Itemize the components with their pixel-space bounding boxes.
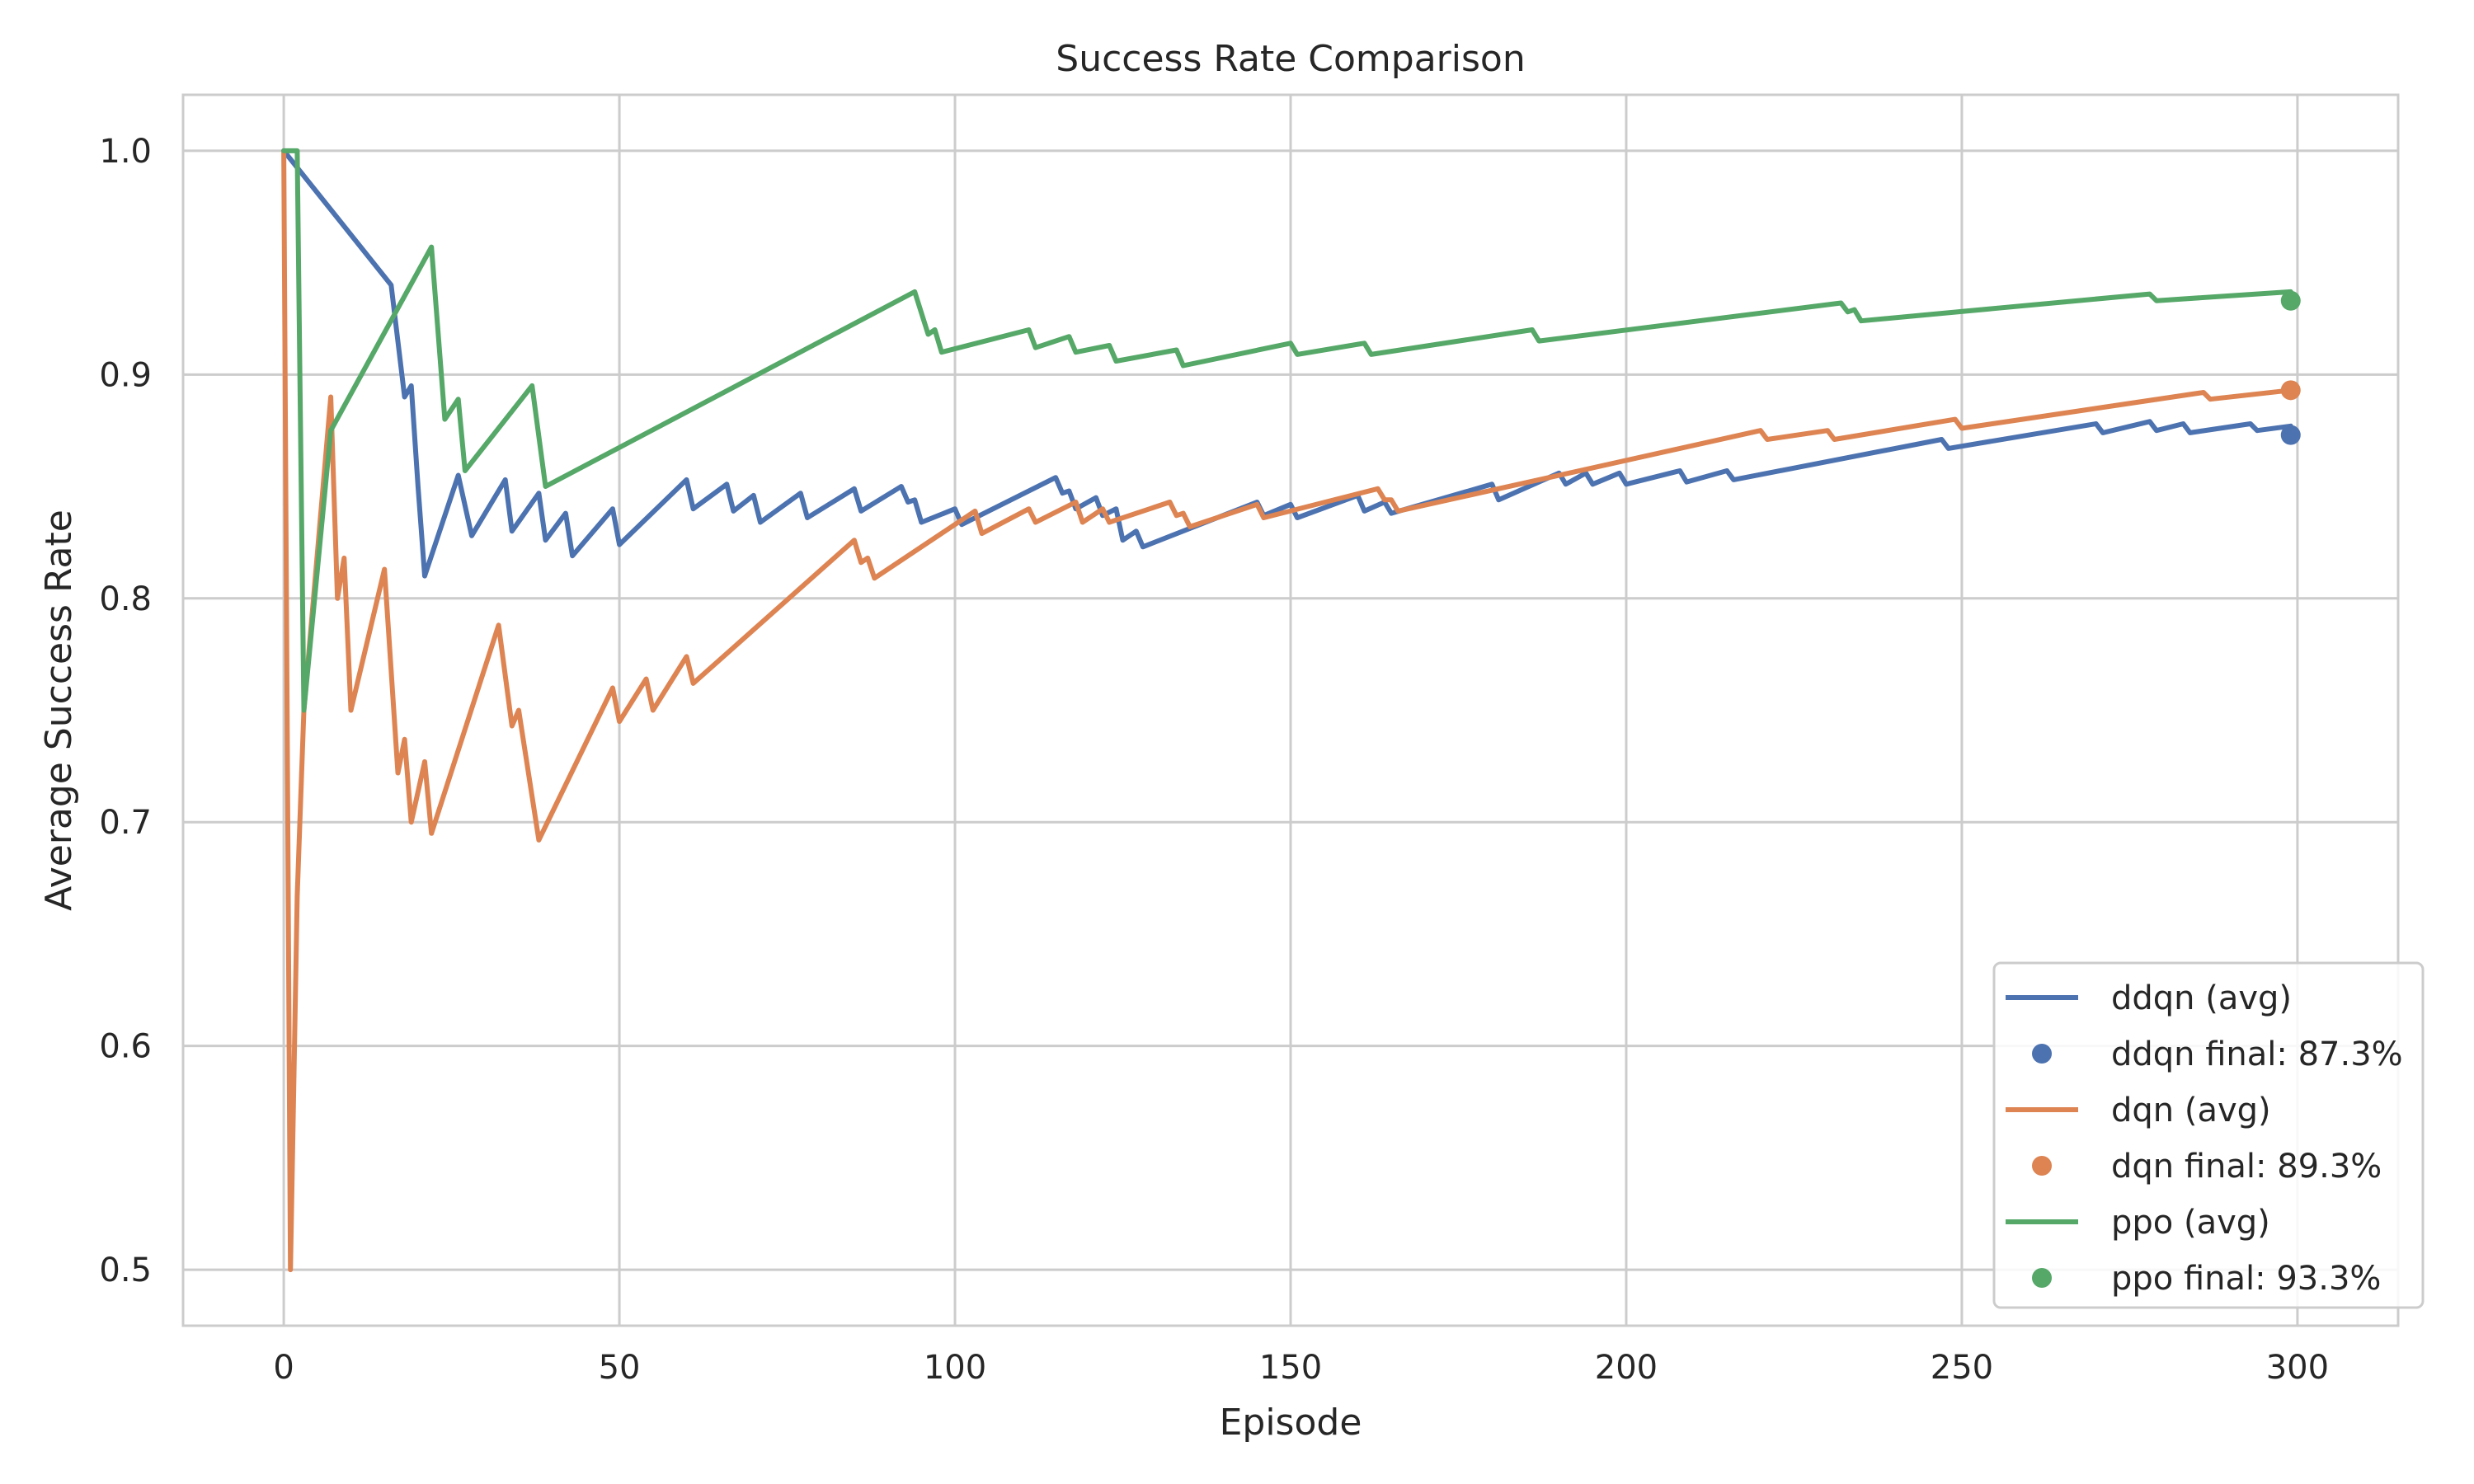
final-point: [2280, 290, 2301, 311]
legend: ddqn (avg) ddqn final: 87.3% dqn (avg) dqn …: [1992, 961, 2425, 1309]
x-tick-label: 200: [1595, 1349, 1658, 1387]
y-tick-label: 0.5: [99, 1252, 152, 1289]
series-line: [281, 148, 2293, 1273]
x-tick-label: 250: [1931, 1349, 1993, 1387]
series-line: [281, 148, 2293, 713]
final-point: [2280, 380, 2301, 401]
chart-title: Success Rate Comparison: [1056, 38, 1525, 80]
y-tick-label: 0.6: [99, 1028, 152, 1066]
y-tick-label: 1.0: [99, 133, 152, 171]
x-tick-label: 0: [273, 1349, 294, 1387]
legend-box: [1992, 961, 2425, 1309]
final-markers: [2280, 290, 2301, 445]
legend-label: ddqn final: 87.3%: [2111, 1036, 2403, 1073]
final-point: [2280, 425, 2301, 445]
x-tick-label: 100: [924, 1349, 986, 1387]
plot-area-frame: [181, 93, 2400, 1327]
y-axis-label: Average Success Rate: [38, 510, 80, 911]
axis-ticks: 0 50 100 150 200 250 300 0.5 0.6 0.7 0.8 0.9 1.0: [99, 133, 2329, 1387]
x-tick-label: 50: [599, 1349, 641, 1387]
x-axis-label: Episode: [1220, 1402, 1362, 1444]
legend-label: ddqn (avg): [2111, 979, 2292, 1017]
x-tick-label: 300: [2266, 1349, 2329, 1387]
legend-label: dqn (avg): [2111, 1092, 2271, 1129]
y-tick-label: 0.8: [99, 580, 152, 618]
series-lines: [281, 148, 2293, 1273]
x-tick-label: 150: [1259, 1349, 1322, 1387]
legend-label: ppo final: 93.3%: [2111, 1260, 2381, 1298]
legend-label: dqn final: 89.3%: [2111, 1148, 2382, 1186]
legend-marker-swatch: [2032, 1156, 2052, 1176]
y-tick-label: 0.7: [99, 804, 152, 842]
legend-label: ppo (avg): [2111, 1204, 2270, 1242]
legend-marker-swatch: [2032, 1268, 2052, 1288]
series-line: [281, 148, 2293, 579]
y-tick-label: 0.9: [99, 356, 152, 394]
legend-marker-swatch: [2032, 1044, 2052, 1064]
